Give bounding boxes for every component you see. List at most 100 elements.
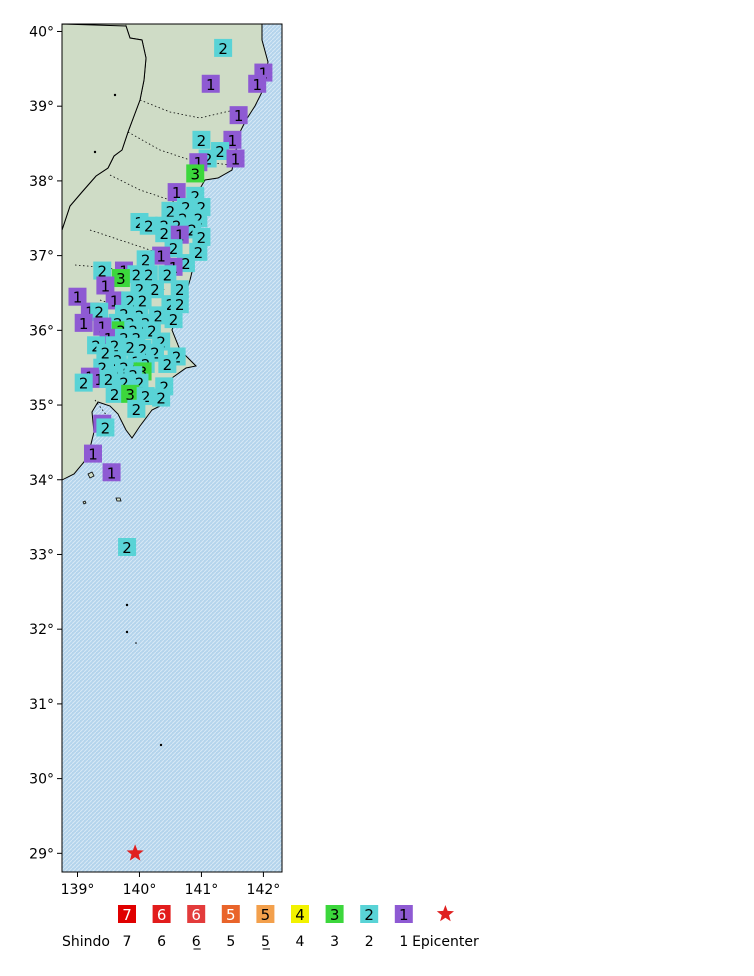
station-intensity: 1 — [94, 371, 104, 389]
legend-swatch — [394, 905, 413, 923]
station-intensity: 2 — [110, 337, 120, 355]
legend-swatch — [152, 905, 171, 923]
station-intensity: 3 — [138, 363, 148, 381]
station-marker-box — [90, 302, 109, 321]
station-intensity: 1 — [73, 289, 83, 307]
legend-item: 44 — [291, 905, 309, 950]
station-intensity: 1 — [88, 446, 98, 464]
island-awashima — [113, 93, 117, 97]
station-marker-box — [68, 287, 87, 306]
station-intensity: 2 — [156, 334, 166, 352]
station-intensity: 2 — [166, 296, 176, 314]
station-intensity: 2 — [215, 143, 225, 161]
lat-tick-label: 37° — [29, 249, 54, 265]
station-marker-box — [99, 369, 118, 388]
station-marker: 2 — [136, 250, 155, 269]
station-intensity: 1 — [79, 315, 89, 333]
legend-swatch — [256, 905, 275, 923]
legend-item-label: 4 — [296, 934, 305, 950]
station-marker-box — [201, 74, 220, 93]
station-intensity: 2 — [175, 281, 185, 299]
island-tokyo-small — [135, 642, 137, 644]
legend-item-label: 7 — [123, 934, 132, 950]
station-intensity: 1 — [194, 154, 204, 172]
station-marker-box — [96, 276, 115, 295]
station-intensity: 2 — [98, 263, 108, 281]
island-hachijo — [125, 603, 129, 607]
station-marker: 3 — [186, 164, 205, 183]
lon-tick-label: 139° — [61, 882, 95, 898]
station-intensity: 1 — [107, 464, 117, 482]
station-marker: 2 — [152, 388, 171, 408]
legend-swatch-number: 4 — [295, 906, 305, 924]
station-marker: 2 — [99, 369, 118, 389]
station-marker-box — [186, 164, 205, 183]
station-marker-box — [155, 224, 174, 243]
legend-swatch — [118, 905, 136, 923]
legend-swatch-number: 6 — [157, 906, 167, 924]
station-marker-box — [102, 463, 121, 482]
legend-swatch — [187, 905, 206, 923]
station-marker: 1 — [248, 74, 267, 94]
station-intensity: 1 — [98, 319, 108, 337]
station-marker: 2 — [93, 261, 112, 281]
station-intensity: 1 — [259, 65, 269, 83]
legend-swatch-number: 6 — [191, 906, 201, 924]
station-intensity: 2 — [169, 240, 179, 258]
station-marker: 1 — [74, 313, 93, 333]
epicenter-layer — [126, 844, 144, 861]
island-torishima — [159, 743, 163, 747]
station-marker: 2 — [214, 38, 233, 58]
station-intensity: 2 — [110, 386, 120, 404]
station-intensity: 2 — [135, 214, 145, 232]
station-marker: 2 — [105, 384, 124, 404]
legend-shindo-label: Shindo — [62, 934, 110, 950]
station-marker: 1 — [229, 106, 248, 125]
station-marker: 2 — [90, 302, 109, 322]
station-intensity: 2 — [135, 281, 145, 299]
station-intensity: 2 — [159, 225, 169, 243]
station-intensity: 2 — [91, 337, 101, 355]
station-marker-box — [248, 74, 267, 93]
station-marker: 2 — [170, 280, 189, 299]
station-marker-box — [139, 265, 158, 284]
lon-tick-label: 140° — [123, 882, 157, 898]
station-marker: 2 — [158, 354, 177, 374]
station-intensity: 2 — [181, 199, 191, 217]
lon-tick-label: 141° — [185, 882, 219, 898]
station-intensity: 2 — [138, 341, 148, 359]
station-marker-box — [192, 130, 211, 149]
station-marker-box — [83, 444, 102, 463]
station-marker: 2 — [155, 224, 174, 243]
station-intensity: 1 — [206, 76, 216, 94]
latitude-axis: 40° 39° 38° 37° 36° 35° 34° 33° 32° 31° 30° 29° — [29, 24, 62, 862]
station-intensity: 2 — [119, 375, 129, 393]
legend-item: 6 6̲ — [187, 905, 206, 950]
station-intensity: 2 — [163, 266, 173, 284]
island-aogashima — [125, 630, 129, 634]
legend-item-label: 5̲ — [261, 934, 271, 950]
station-marker: 1 — [96, 276, 115, 295]
station-intensity: 2 — [132, 401, 142, 419]
station-marker: 1 — [201, 74, 220, 94]
station-intensity: 1 — [156, 248, 166, 266]
legend-item-label: 1 — [399, 934, 408, 950]
legend-swatch-number: 5 — [261, 906, 271, 924]
station-intensity: 3 — [116, 270, 126, 288]
station-marker-box — [121, 384, 140, 403]
station-intensity: 2 — [166, 203, 176, 221]
station-intensity: 2 — [197, 199, 207, 217]
stations-layer: 2111112212131222222222222122212212122231… — [68, 38, 273, 557]
station-marker: 1 — [68, 287, 87, 307]
station-intensity: 2 — [194, 210, 204, 228]
station-intensity: 2 — [187, 221, 197, 239]
station-marker-box — [74, 313, 93, 332]
station-intensity: 2 — [150, 281, 160, 299]
station-intensity: 2 — [169, 311, 179, 329]
station-intensity: 1 — [110, 292, 120, 310]
station-intensity: 1 — [175, 227, 185, 245]
legend-item-label: 6̄ — [157, 934, 166, 950]
lat-tick-label: 35° — [29, 398, 54, 414]
station-marker-box — [158, 354, 177, 373]
